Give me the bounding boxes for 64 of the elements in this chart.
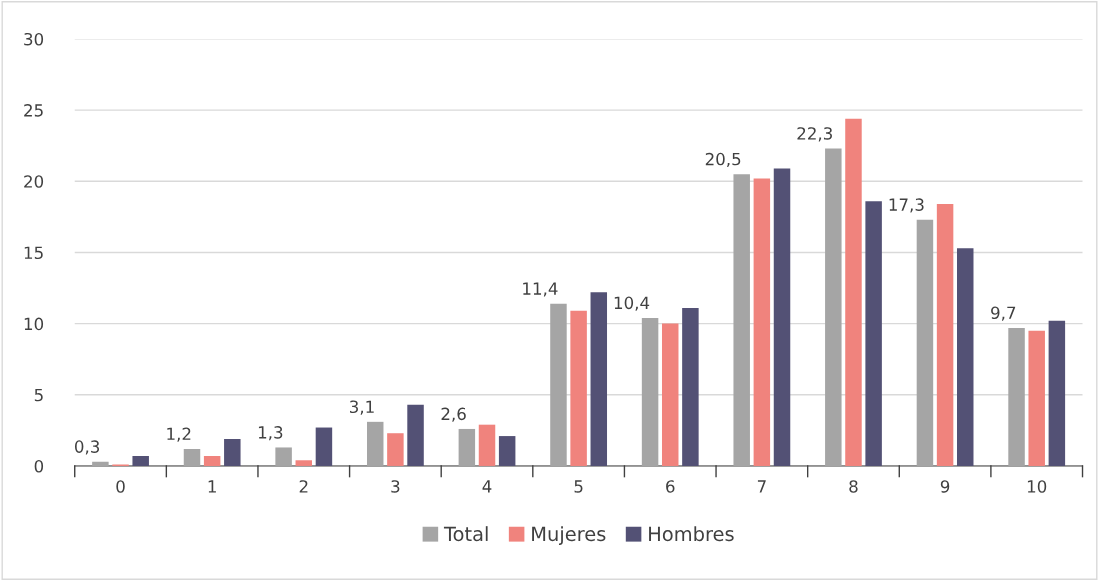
data-label: 1,2: [167, 427, 191, 442]
bar: [132, 456, 149, 466]
bar: [458, 428, 476, 466]
bar: [1048, 320, 1066, 466]
bar: [498, 436, 516, 466]
x-tick-label: 6: [666, 480, 675, 493]
bar: [407, 404, 424, 466]
y-tick-label: 20: [24, 175, 44, 188]
data-label: 17,3: [889, 198, 924, 213]
bar: [275, 447, 292, 466]
legend-label: Hombres: [649, 526, 734, 542]
legend-label: Total: [443, 526, 488, 542]
bar: [295, 460, 313, 466]
x-tick-label: 7: [757, 480, 766, 493]
bar: [550, 303, 567, 466]
bar: [92, 461, 109, 466]
x-tick-label: 2: [299, 480, 308, 493]
bar: [845, 118, 862, 466]
bar: [865, 201, 882, 466]
bar: [957, 248, 974, 466]
bar: [366, 421, 384, 466]
x-tick-label: 8: [849, 480, 858, 493]
data-label: 22,3: [797, 127, 832, 142]
bar: [753, 178, 771, 466]
x-tick-label: 5: [574, 480, 583, 493]
y-tick-label: 5: [34, 388, 43, 402]
x-tick-label: 3: [391, 480, 400, 493]
bar: [682, 307, 699, 466]
bar: [478, 424, 496, 466]
y-tick-label: 15: [24, 246, 43, 260]
data-label: 9,7: [991, 306, 1016, 321]
x-tick-label: 1: [208, 480, 216, 493]
data-label: 20,5: [705, 152, 741, 168]
legend-label: Mujeres: [532, 526, 606, 545]
data-label: 10,4: [614, 296, 650, 311]
bar: [1008, 327, 1025, 466]
bar: [825, 148, 842, 466]
bar: [916, 219, 934, 466]
bar: [203, 456, 221, 466]
bar: [733, 174, 750, 466]
data-label: 1,3: [258, 426, 283, 441]
x-tick-label: 10: [1027, 480, 1047, 493]
bar: [661, 323, 679, 466]
bar: [387, 433, 404, 466]
bar: [183, 448, 201, 466]
bar: [773, 168, 791, 466]
bar: [1028, 330, 1045, 466]
data-label: 0,3: [74, 440, 100, 455]
bar: [590, 292, 608, 466]
y-tick-label: 0: [34, 459, 44, 473]
bar: [224, 438, 241, 466]
bar: [315, 427, 333, 466]
x-tick-label: 0: [116, 480, 125, 493]
y-tick-label: 10: [24, 317, 44, 331]
bar: [936, 204, 954, 466]
bar: [570, 310, 587, 466]
x-tick-label: 4: [482, 480, 492, 493]
data-label: 3,1: [350, 400, 374, 415]
bar: [641, 317, 659, 466]
y-tick-label: 25: [24, 104, 43, 117]
y-tick-label: 30: [24, 32, 44, 46]
x-tick-label: 9: [940, 480, 950, 493]
data-label: 2,6: [441, 407, 466, 422]
data-label: 11,4: [523, 282, 558, 297]
